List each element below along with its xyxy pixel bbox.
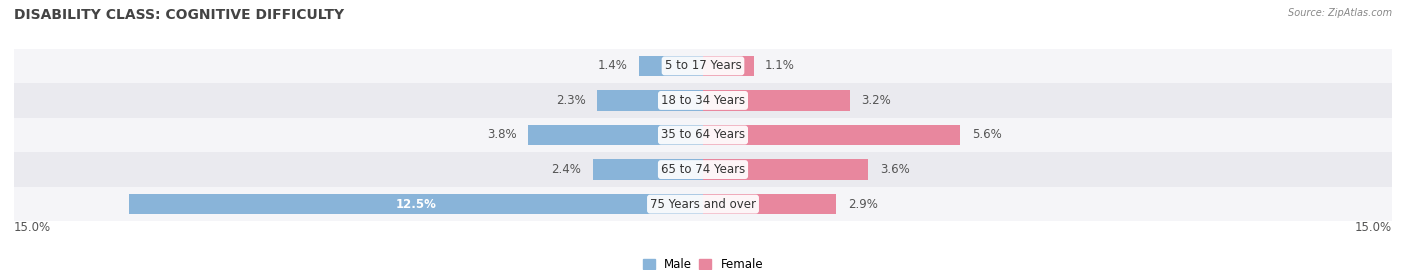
- Legend: Male, Female: Male, Female: [638, 254, 768, 270]
- Text: 15.0%: 15.0%: [1355, 221, 1392, 234]
- Text: DISABILITY CLASS: COGNITIVE DIFFICULTY: DISABILITY CLASS: COGNITIVE DIFFICULTY: [14, 8, 344, 22]
- Bar: [703, 56, 754, 76]
- Text: 2.4%: 2.4%: [551, 163, 581, 176]
- Bar: [129, 194, 703, 214]
- Text: 5 to 17 Years: 5 to 17 Years: [665, 59, 741, 72]
- Bar: [703, 159, 869, 180]
- Text: 75 Years and over: 75 Years and over: [650, 198, 756, 211]
- Bar: [14, 187, 1392, 221]
- Text: 3.8%: 3.8%: [488, 129, 517, 141]
- Text: 1.4%: 1.4%: [598, 59, 627, 72]
- Text: 3.2%: 3.2%: [862, 94, 891, 107]
- Bar: [529, 125, 703, 145]
- Bar: [14, 118, 1392, 152]
- Text: 1.1%: 1.1%: [765, 59, 794, 72]
- Bar: [598, 90, 703, 111]
- Text: 15.0%: 15.0%: [14, 221, 51, 234]
- Text: 2.9%: 2.9%: [848, 198, 877, 211]
- Text: Source: ZipAtlas.com: Source: ZipAtlas.com: [1288, 8, 1392, 18]
- Bar: [703, 125, 960, 145]
- Text: 5.6%: 5.6%: [972, 129, 1001, 141]
- Bar: [14, 49, 1392, 83]
- Text: 2.3%: 2.3%: [557, 94, 586, 107]
- Bar: [14, 152, 1392, 187]
- Text: 3.6%: 3.6%: [880, 163, 910, 176]
- Text: 12.5%: 12.5%: [395, 198, 436, 211]
- Bar: [638, 56, 703, 76]
- Text: 65 to 74 Years: 65 to 74 Years: [661, 163, 745, 176]
- Bar: [593, 159, 703, 180]
- Bar: [703, 90, 851, 111]
- Bar: [14, 83, 1392, 118]
- Text: 18 to 34 Years: 18 to 34 Years: [661, 94, 745, 107]
- Text: 35 to 64 Years: 35 to 64 Years: [661, 129, 745, 141]
- Bar: [703, 194, 837, 214]
